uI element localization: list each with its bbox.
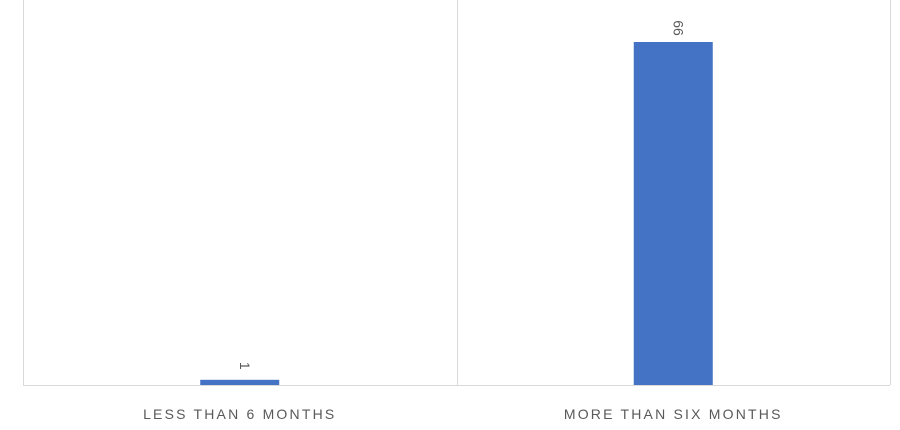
data-label: 1	[237, 362, 253, 370]
bar	[633, 42, 713, 385]
bars-layer	[200, 42, 713, 385]
axes-layer	[23, 0, 891, 386]
bar	[200, 379, 280, 385]
x-tick-label: LESS THAN 6 MONTHS	[143, 406, 336, 422]
labels-layer: 1 LESS THAN 6 MONTHS 66 MORE THAN SIX MONTH…	[143, 20, 783, 422]
data-label: 66	[671, 20, 687, 36]
x-tick-label: MORE THAN SIX MONTHS	[564, 406, 783, 422]
